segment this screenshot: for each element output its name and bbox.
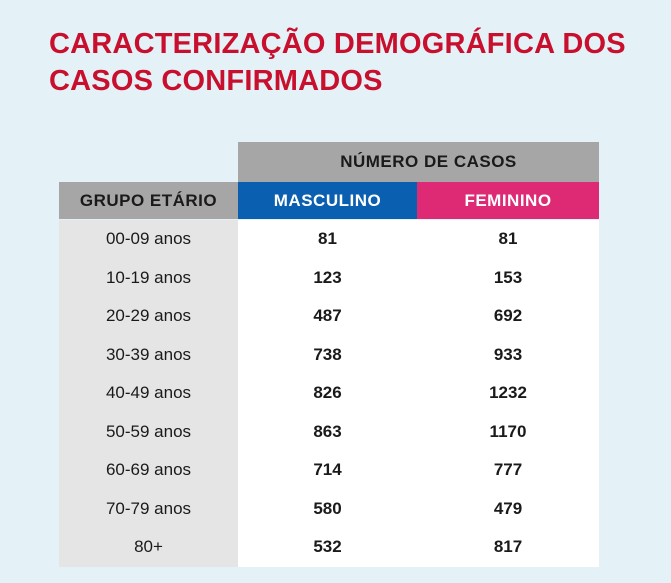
age-cell: 70-79 anos: [59, 489, 238, 528]
table-row: 50-59 anos 863 1170: [59, 412, 599, 451]
female-count-cell: 817: [417, 528, 599, 567]
age-cell: 40-49 anos: [59, 374, 238, 413]
female-count-cell: 1232: [417, 374, 599, 413]
age-cell: 50-59 anos: [59, 412, 238, 451]
male-count-cell: 714: [238, 451, 417, 490]
table-row: 30-39 anos 738 933: [59, 335, 599, 374]
female-count-cell: 933: [417, 335, 599, 374]
female-count-cell: 81: [417, 220, 599, 259]
table-row: 60-69 anos 714 777: [59, 451, 599, 490]
age-cell: 80+: [59, 528, 238, 567]
male-count-cell: 81: [238, 220, 417, 259]
female-count-cell: 777: [417, 451, 599, 490]
age-cell: 00-09 anos: [59, 220, 238, 259]
male-count-cell: 863: [238, 412, 417, 451]
title-line-2: CASOS CONFIRMADOS: [49, 65, 383, 97]
age-cell: 20-29 anos: [59, 297, 238, 336]
title-line-1: CARACTERIZAÇÃO DEMOGRÁFICA DOS: [49, 28, 626, 60]
column-header-male: MASCULINO: [238, 182, 417, 219]
age-cell: 30-39 anos: [59, 335, 238, 374]
column-header-age-group: GRUPO ETÁRIO: [59, 182, 238, 219]
female-count-cell: 479: [417, 489, 599, 528]
table-row: 80+ 532 817: [59, 528, 599, 567]
male-count-cell: 580: [238, 489, 417, 528]
group-header-label: NÚMERO DE CASOS: [340, 152, 517, 171]
table-body: 00-09 anos 81 81 10-19 anos 123 153 20-29 anos…: [59, 220, 599, 567]
female-count-cell: 692: [417, 297, 599, 336]
age-cell: 60-69 anos: [59, 451, 238, 490]
female-count-cell: 153: [417, 258, 599, 297]
table-row: 00-09 anos 81 81: [59, 220, 599, 259]
page-title: CARACTERIZAÇÃO DEMOGRÁFICA DOS CASOS CON…: [49, 26, 649, 100]
male-count-cell: 123: [238, 258, 417, 297]
table-row: 40-49 anos 826 1232: [59, 374, 599, 413]
table-row: 10-19 anos 123 153: [59, 258, 599, 297]
male-count-cell: 738: [238, 335, 417, 374]
male-count-cell: 487: [238, 297, 417, 336]
table-row: 70-79 anos 580 479: [59, 489, 599, 528]
group-header: NÚMERO DE CASOS: [238, 142, 599, 182]
male-count-cell: 826: [238, 374, 417, 413]
age-cell: 10-19 anos: [59, 258, 238, 297]
female-count-cell: 1170: [417, 412, 599, 451]
table-row: 20-29 anos 487 692: [59, 297, 599, 336]
column-header-female: FEMININO: [417, 182, 599, 219]
male-count-cell: 532: [238, 528, 417, 567]
